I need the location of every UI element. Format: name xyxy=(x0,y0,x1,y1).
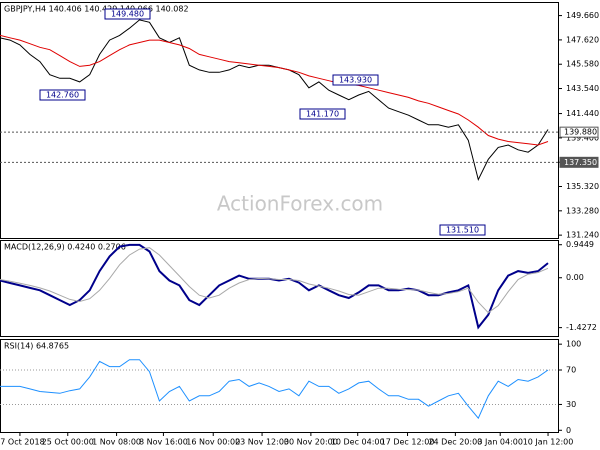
level-label-box xyxy=(559,126,599,138)
series-line xyxy=(0,19,549,182)
y-tick-label: 131.240 xyxy=(566,231,599,240)
x-tick-label: 23 Nov 12:00 xyxy=(235,438,289,447)
x-tick-label: 17 Oct 2018 xyxy=(0,438,45,447)
panel-title: RSI(14) 64.8765 xyxy=(4,342,69,351)
y-tick-label: 0.9449 xyxy=(566,240,594,249)
panel-frame xyxy=(0,240,559,337)
y-tick-label: 0 xyxy=(566,426,571,435)
y-tick-label: 135.320 xyxy=(566,182,599,191)
annotation-box xyxy=(332,74,379,86)
series-line xyxy=(0,359,549,420)
y-tick-label: 100 xyxy=(566,340,581,349)
panel-title: MACD(12,26,9) 0.4240 0.2706 xyxy=(4,243,126,252)
annotation-box xyxy=(299,108,346,120)
y-tick-label: 70 xyxy=(566,366,576,375)
annotation-box xyxy=(104,8,151,20)
x-tick-label: 10 Dec 04:00 xyxy=(331,438,385,447)
panel-frame xyxy=(0,2,559,239)
series-line xyxy=(0,34,549,146)
x-tick-label: 16 Nov 00:00 xyxy=(186,438,240,447)
level-label: 139.880 xyxy=(564,128,597,137)
series-line xyxy=(0,247,549,314)
annotation: 149.480 xyxy=(111,10,144,19)
x-tick-label: 8 Nov 16:00 xyxy=(139,438,188,447)
x-tick-label: 30 Nov 20:00 xyxy=(284,438,338,447)
y-tick-label: 141.440 xyxy=(566,109,599,118)
y-tick-label: 139.400 xyxy=(566,133,599,142)
y-tick-label: 30 xyxy=(566,400,576,409)
annotation: 143.930 xyxy=(339,76,372,85)
x-tick-label: 17 Dec 12:00 xyxy=(381,438,435,447)
y-tick-label: 143.540 xyxy=(566,84,599,93)
y-tick-label: 0.00 xyxy=(566,273,584,282)
x-tick-label: 24 Dec 20:00 xyxy=(428,438,482,447)
y-tick-label: 149.660 xyxy=(566,11,599,20)
y-tick-label: 133.280 xyxy=(566,206,599,215)
annotation: 131.510 xyxy=(446,226,479,235)
y-tick-label: -1.4272 xyxy=(566,323,597,332)
annotation-box xyxy=(439,224,486,236)
x-tick-label: 3 Jan 04:00 xyxy=(477,438,523,447)
panel-title: GBPJPY,H4 140.406 140.429 140.066 140.08… xyxy=(4,5,189,14)
y-tick-label: 147.620 xyxy=(566,35,599,44)
x-tick-label: 1 Nov 08:00 xyxy=(92,438,141,447)
annotation-box xyxy=(39,89,86,101)
annotation: 141.170 xyxy=(306,110,339,119)
level-label: 137.350 xyxy=(564,158,597,167)
x-tick-label: 25 Oct 00:00 xyxy=(42,438,94,447)
annotation: 142.760 xyxy=(46,91,79,100)
y-tick-label: 145.580 xyxy=(566,60,599,69)
level-label-box xyxy=(559,156,599,168)
watermark: ActionForex.com xyxy=(217,192,383,216)
x-tick-label: 10 Jan 12:00 xyxy=(523,438,574,447)
